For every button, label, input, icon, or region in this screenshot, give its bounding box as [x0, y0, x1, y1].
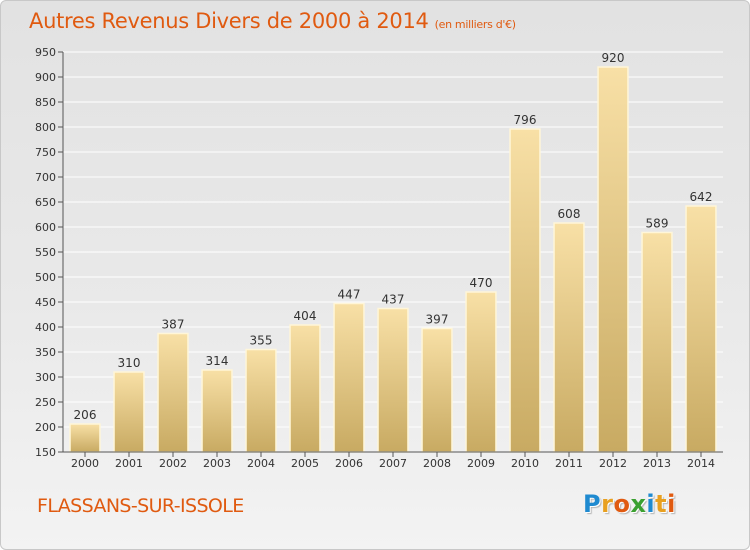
data-label: 642	[690, 190, 713, 204]
data-label: 796	[514, 113, 537, 127]
bar	[201, 369, 233, 453]
logo-letter: x	[630, 490, 647, 518]
y-tick-label: 200	[35, 421, 56, 434]
data-label: 387	[162, 318, 185, 332]
x-tick-label: 2000	[71, 457, 99, 470]
bar	[421, 327, 453, 453]
y-tick-label: 350	[35, 346, 56, 359]
bar	[333, 302, 365, 453]
x-axis: 2000 2001 2002 2003 2004 2005 2006 2007 2008 2009…	[63, 451, 723, 470]
y-tick-label: 850	[35, 96, 56, 109]
y-tick-label: 600	[35, 221, 56, 234]
x-tick-label: 2003	[203, 457, 231, 470]
chart-title: Autres Revenus Divers de 2000 à 2014 (en …	[29, 9, 516, 33]
chart-title-text: Autres Revenus Divers de 2000 à 2014	[29, 9, 429, 33]
data-label: 397	[426, 313, 449, 327]
y-tick-label: 750	[35, 146, 56, 159]
y-tick-label: 450	[35, 296, 56, 309]
y-tick-label: 250	[35, 396, 56, 409]
bar	[245, 348, 277, 453]
data-label: 355	[250, 334, 273, 348]
y-tick-label: 550	[35, 246, 56, 259]
logo-letter: r	[601, 490, 614, 518]
y-tick-label: 800	[35, 121, 56, 134]
logo-letter: P	[583, 490, 602, 518]
bars: 206 310 387 314 355 404 447 437 397 470 796 608 920 5…	[69, 51, 717, 453]
logo-letter: i	[667, 490, 676, 518]
bar	[641, 231, 673, 453]
y-axis: 150 200 250 300 350 400 450 500 550 600 650 700 750 8…	[35, 46, 64, 459]
data-label: 437	[382, 293, 405, 307]
y-tick-label: 400	[35, 321, 56, 334]
x-tick-label: 2014	[687, 457, 715, 470]
bar	[509, 128, 541, 453]
x-tick-label: 2002	[159, 457, 187, 470]
data-label: 447	[338, 288, 361, 302]
y-tick-label: 500	[35, 271, 56, 284]
data-label: 404	[294, 309, 317, 323]
x-tick-label: 2005	[291, 457, 319, 470]
logo-letter: o	[613, 490, 631, 518]
y-tick-label: 950	[35, 46, 56, 59]
bar	[377, 307, 409, 453]
y-tick-label: 900	[35, 71, 56, 84]
x-tick-label: 2004	[247, 457, 275, 470]
x-tick-label: 2006	[335, 457, 363, 470]
y-tick-label: 650	[35, 196, 56, 209]
bar	[113, 371, 145, 453]
y-tick-label: 150	[35, 446, 56, 459]
x-tick-label: 2008	[423, 457, 451, 470]
x-tick-label: 2001	[115, 457, 143, 470]
data-label: 608	[558, 207, 581, 221]
logo-letter: i	[646, 490, 656, 518]
x-tick-label: 2013	[643, 457, 671, 470]
data-label: 589	[646, 217, 669, 231]
bar	[685, 205, 717, 453]
bar	[69, 423, 101, 453]
bar	[465, 291, 497, 453]
x-tick-label: 2011	[555, 457, 583, 470]
chart-subtitle: (en milliers d'€)	[434, 18, 516, 31]
data-label: 470	[470, 276, 493, 290]
y-tick-label: 300	[35, 371, 56, 384]
data-label: 206	[74, 408, 97, 422]
x-tick-label: 2012	[599, 457, 627, 470]
x-tick-label: 2007	[379, 457, 407, 470]
y-tick-label: 700	[35, 171, 56, 184]
bar	[157, 332, 189, 453]
data-label: 920	[602, 51, 625, 65]
data-label: 310	[118, 356, 141, 370]
bar	[553, 222, 585, 453]
proxiti-logo[interactable]: Proxiti	[583, 490, 676, 518]
data-label: 314	[206, 354, 229, 368]
logo-letter: t	[655, 490, 668, 518]
commune-name: FLASSANS-SUR-ISSOLE	[37, 495, 244, 517]
bar	[289, 324, 321, 453]
x-tick-label: 2010	[511, 457, 539, 470]
x-tick-label: 2009	[467, 457, 495, 470]
bar	[597, 66, 629, 453]
